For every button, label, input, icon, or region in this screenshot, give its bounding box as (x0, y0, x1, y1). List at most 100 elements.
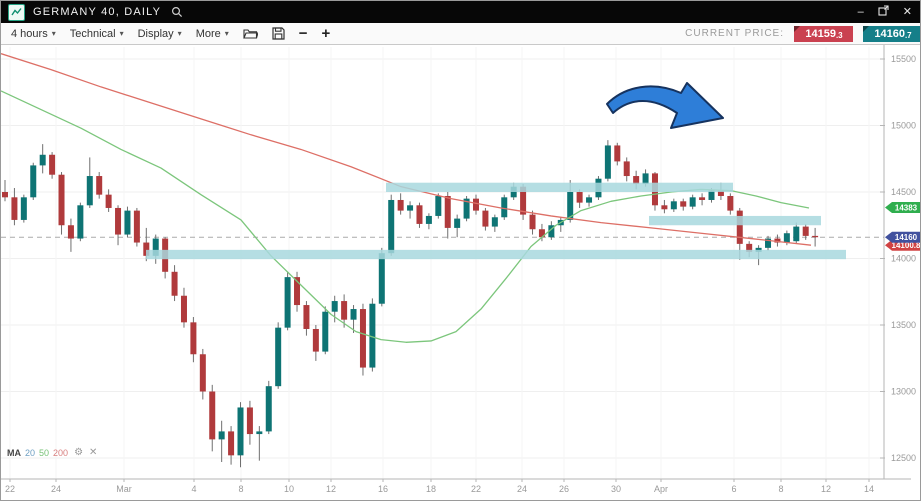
candle-body (20, 197, 27, 220)
candle-body (218, 431, 225, 440)
chart-area: 15500 15000 14500 14000 13500 13000 12500 22 24 M… (1, 45, 921, 501)
axis-label: 4 (191, 484, 196, 494)
candle-body (717, 190, 724, 196)
chevron-down-icon: ▾ (119, 29, 124, 38)
candle-body (670, 201, 677, 210)
zone-resistance-upper (386, 182, 733, 192)
candle-body (501, 197, 508, 218)
technical-menu[interactable]: Technical ▾ (69, 27, 124, 40)
axis-label: 12500 (891, 453, 916, 463)
axis-label: 6 (731, 484, 736, 494)
candle-body (96, 176, 103, 195)
minimize-icon[interactable]: – (857, 5, 864, 18)
candle-body (520, 186, 527, 215)
candle-body (699, 197, 706, 200)
axis-label: 13000 (891, 387, 916, 397)
candle-body (58, 174, 65, 226)
candle-body (444, 195, 451, 228)
more-menu[interactable]: More ▾ (195, 27, 229, 40)
window-controls: – ✕ (858, 5, 912, 19)
candle-body (727, 195, 734, 211)
candle-body (30, 165, 37, 198)
candle-body (124, 210, 131, 235)
candle-body (237, 407, 244, 456)
candle-body (77, 205, 84, 239)
gear-icon[interactable]: ⚙ (74, 447, 84, 458)
axis-label: 10 (284, 484, 294, 494)
candle-body (708, 190, 715, 200)
candle-body (425, 215, 432, 224)
candle-body (416, 205, 423, 224)
open-folder-icon[interactable] (242, 27, 258, 40)
candle-body (246, 407, 253, 435)
price-tag (885, 202, 920, 214)
candle-body (209, 391, 216, 440)
axis-label: 22 (5, 484, 15, 494)
timeframe-dropdown[interactable]: 4 hours ▾ (11, 28, 56, 40)
candle-body (275, 327, 282, 387)
candle-body (39, 154, 46, 166)
current-price-label: CURRENT PRICE: (685, 28, 784, 39)
popout-icon[interactable] (878, 5, 889, 19)
axis-label: 18 (426, 484, 436, 494)
candle-body (369, 303, 376, 368)
candle-body (2, 192, 8, 198)
axis-label: 14500 (891, 187, 916, 197)
display-menu[interactable]: Display ▾ (137, 27, 182, 40)
candle-body (765, 238, 772, 248)
candle-body (256, 431, 263, 435)
save-icon[interactable] (272, 27, 285, 40)
candle-body (115, 207, 122, 235)
axis-label: 22 (471, 484, 481, 494)
remove-indicator-icon[interactable]: ✕ (89, 447, 98, 458)
candle-body (529, 214, 536, 230)
candle-body (388, 199, 395, 254)
candle-body (548, 225, 555, 238)
candle-body (473, 198, 479, 211)
ma-label: MA (7, 447, 21, 458)
search-icon[interactable] (171, 6, 183, 18)
axis-label: 14100.8 (892, 241, 921, 250)
axis-label: 24 (517, 484, 527, 494)
candle-body (303, 305, 310, 329)
candle-body (491, 217, 498, 227)
axis-label: Apr (654, 484, 668, 494)
candle-body (331, 301, 338, 312)
candle-body (152, 238, 159, 256)
ma20-period: 20 (25, 447, 36, 458)
sell-price-badge[interactable]: 14159.3 (794, 25, 853, 42)
close-icon[interactable]: ✕ (902, 5, 912, 18)
candle-body (397, 199, 404, 211)
candle-body (661, 205, 668, 210)
chevron-down-icon: ▾ (177, 29, 182, 38)
candle-body (435, 195, 442, 216)
axis-label: 24 (51, 484, 61, 494)
candle-body (294, 277, 301, 306)
axis-label: 15000 (891, 121, 916, 131)
price-tag (885, 231, 920, 243)
candle-body (586, 197, 593, 203)
candle-body (86, 176, 93, 206)
candle-body (143, 242, 150, 256)
zoom-in-button[interactable]: + (321, 25, 331, 42)
candle-body (689, 197, 696, 207)
candle-body (350, 309, 357, 320)
candle-body (378, 253, 385, 304)
candle-body (171, 271, 178, 296)
price-chart[interactable]: 15500 15000 14500 14000 13500 13000 12500 22 24 M… (1, 45, 921, 501)
axis-label: 16 (378, 484, 388, 494)
candle-body (614, 145, 621, 162)
candle-body (463, 198, 470, 219)
zoom-out-button[interactable]: − (298, 25, 308, 42)
axis-label: 8 (778, 484, 783, 494)
candle-body (11, 197, 18, 220)
app-logo (8, 3, 25, 21)
axis-label: 15500 (891, 54, 916, 64)
buy-price-badge[interactable]: 14160.7 (863, 25, 920, 42)
axis-label: 14160 (895, 233, 918, 242)
candle-body (133, 210, 140, 243)
candle-body (265, 386, 272, 432)
candle-body (322, 311, 329, 352)
timeframe-value: 4 hours (11, 27, 48, 40)
candle-body (812, 235, 819, 238)
